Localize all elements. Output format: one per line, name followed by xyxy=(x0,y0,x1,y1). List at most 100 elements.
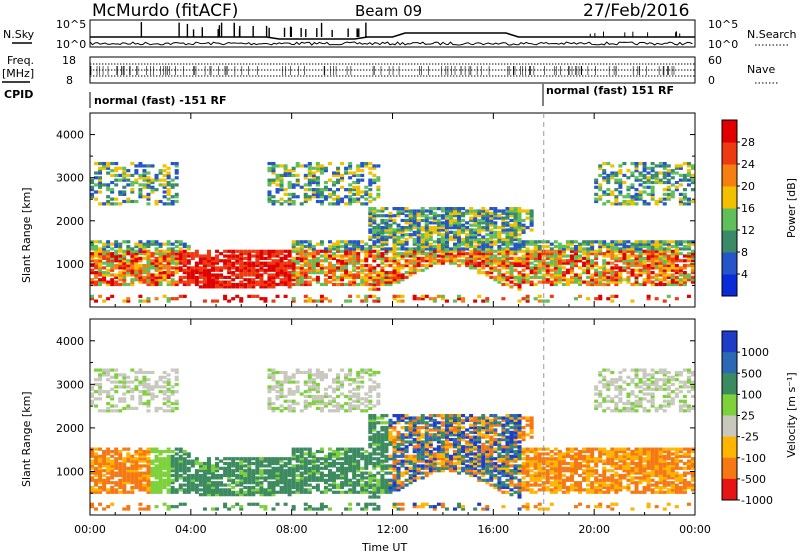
power-cell xyxy=(396,230,401,234)
power-cell xyxy=(303,282,308,287)
power-cell xyxy=(368,271,373,275)
velocity-cell xyxy=(247,476,252,480)
velocity-cell xyxy=(215,469,220,473)
power-cell xyxy=(190,278,195,282)
velocity-cell xyxy=(283,481,288,485)
velocity-cell xyxy=(211,469,215,473)
power-cell xyxy=(360,266,365,270)
power-cell xyxy=(319,271,324,275)
power-cell xyxy=(622,199,627,204)
power-cell xyxy=(291,256,296,261)
power-cell xyxy=(142,169,147,173)
power-cell xyxy=(565,247,570,251)
power-cell xyxy=(453,242,457,246)
power-cell xyxy=(174,161,179,166)
velocity-cell xyxy=(336,447,341,451)
velocity-cell xyxy=(279,392,284,396)
power-cell xyxy=(198,266,203,270)
power-cell xyxy=(432,230,437,234)
power-cell xyxy=(432,218,437,223)
power-cell xyxy=(388,233,393,237)
power-cell xyxy=(493,211,498,215)
power-cell xyxy=(323,273,328,277)
velocity-cell xyxy=(94,483,99,487)
power-cell xyxy=(686,247,691,251)
power-cell xyxy=(344,263,349,268)
velocity-cell xyxy=(94,478,99,482)
velocity-cell xyxy=(340,452,345,456)
power-cell xyxy=(453,225,457,230)
power-cell xyxy=(610,256,615,261)
velocity-cell xyxy=(372,490,377,494)
velocity-cell xyxy=(303,476,308,480)
power-cell xyxy=(303,164,308,168)
power-cell xyxy=(90,180,94,185)
power-cell xyxy=(372,285,377,289)
power-cell xyxy=(420,242,425,246)
velocity-cell xyxy=(360,488,365,492)
power-cell xyxy=(529,266,534,270)
power-cell xyxy=(610,271,615,275)
power-cell xyxy=(352,256,357,261)
velocity-cell xyxy=(154,471,159,475)
power-cell xyxy=(106,249,111,253)
power-cell xyxy=(223,275,228,279)
power-cell xyxy=(336,278,341,282)
velocity-cell xyxy=(231,457,236,461)
velocity-cell xyxy=(198,466,203,470)
power-cell xyxy=(517,271,522,275)
power-cell xyxy=(118,259,123,263)
velocity-cell xyxy=(90,399,94,403)
velocity-cell xyxy=(271,370,276,375)
velocity-cell xyxy=(259,490,264,494)
power-cell xyxy=(638,282,643,287)
power-cell xyxy=(565,282,570,287)
power-cell xyxy=(545,268,550,272)
velocity-cell xyxy=(315,402,320,406)
velocity-cell xyxy=(102,449,107,454)
power-cell xyxy=(646,166,651,170)
power-cell xyxy=(473,218,478,223)
power-cell xyxy=(618,247,623,251)
velocity-cell xyxy=(291,464,296,468)
power-cell xyxy=(90,244,94,249)
velocity-cell xyxy=(307,478,312,482)
power-cell xyxy=(424,209,429,213)
power-cell xyxy=(457,240,462,244)
velocity-cell xyxy=(303,481,308,485)
velocity-cell xyxy=(146,485,151,490)
velocity-cell xyxy=(319,449,324,454)
velocity-cell xyxy=(323,459,328,463)
velocity-cell xyxy=(360,457,365,461)
power-cell xyxy=(400,230,405,234)
power-cell xyxy=(372,268,377,272)
velocity-cell xyxy=(251,457,256,461)
velocity-cell xyxy=(352,452,357,456)
power-cell xyxy=(420,297,425,301)
velocity-cell xyxy=(251,476,256,480)
velocity-cell xyxy=(94,390,99,394)
velocity-cell xyxy=(291,449,296,454)
velocity-cell xyxy=(154,385,159,389)
power-cell xyxy=(263,252,268,256)
power-cell xyxy=(98,294,103,298)
power-cell xyxy=(428,207,433,211)
velocity-cell xyxy=(287,473,292,478)
power-cell xyxy=(190,271,195,275)
power-cell xyxy=(376,223,381,227)
power-cell xyxy=(638,240,643,244)
power-cell xyxy=(400,247,405,251)
velocity-cell xyxy=(150,459,155,463)
power-cell xyxy=(509,256,514,261)
velocity-cell xyxy=(380,459,385,463)
power-cell xyxy=(626,188,631,192)
power-cell xyxy=(473,211,478,215)
power-cell xyxy=(586,271,591,275)
power-cell xyxy=(509,280,514,284)
power-cell xyxy=(126,252,131,256)
power-cell xyxy=(686,173,691,178)
power-cell xyxy=(311,188,316,192)
power-cell xyxy=(590,273,595,277)
power-cell xyxy=(332,254,336,258)
power-cell xyxy=(642,282,647,287)
